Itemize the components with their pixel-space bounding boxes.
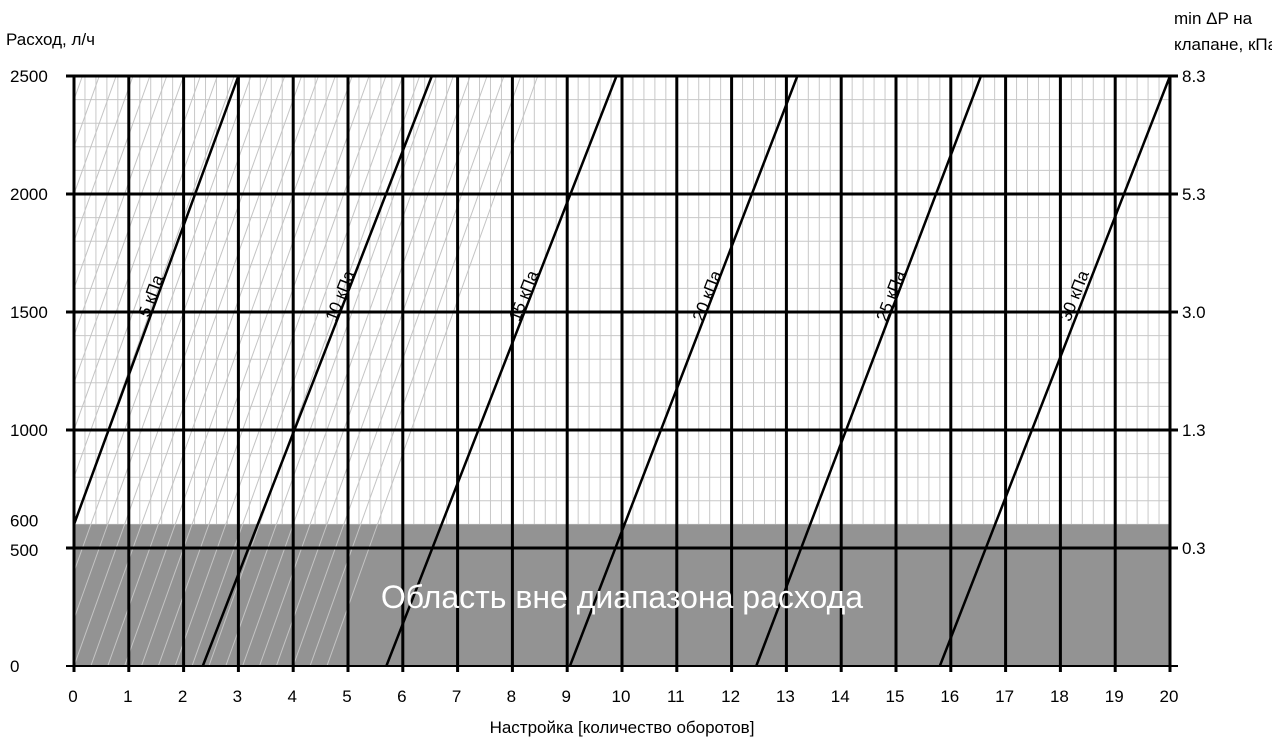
x-tick-label: 19 [1105,687,1124,706]
x-tick-label: 11 [667,687,685,706]
right-tick-label: 1.3 [1182,421,1206,440]
x-tick-label: 14 [831,687,850,706]
y-axis-title: Расход, л/ч [6,30,95,49]
guide-line [0,76,32,666]
guide-line [140,76,353,666]
right-tick-label: 3.0 [1182,303,1206,322]
guide-line [124,76,336,666]
guide-line [275,76,488,666]
right-tick-label: 5.3 [1182,185,1206,204]
x-tick-label: 16 [940,687,959,706]
guide-line [0,76,66,666]
right-axis-title-line-1: min ΔP на [1174,9,1253,28]
guide-line [74,76,168,338]
x-tick-label: 2 [178,687,187,706]
x-tick-label: 10 [612,687,631,706]
guide-line [107,76,319,666]
guide-line [309,76,522,666]
out-of-range-label: Область вне диапазона расхода [381,579,863,615]
right-axis-title-line-2: клапане, кПа [1174,35,1272,54]
x-tick-label: 17 [995,687,1014,706]
pressure-curve [568,76,799,666]
pressure-curve [938,76,1170,666]
guide-line [74,76,151,290]
guide-line [74,76,201,432]
x-tick-label: 13 [776,687,795,706]
right-tick-label: 0.3 [1182,539,1206,558]
x-tick-label: 18 [1050,687,1069,706]
guide-line [157,76,370,666]
x-tick-label: 7 [452,687,461,706]
y-tick-label: 600 [10,511,38,530]
x-tick-label: 12 [721,687,740,706]
guide-line [208,76,421,666]
guide-line [191,76,404,666]
y-tick-label: 2000 [10,185,48,204]
right-tick-label: 8.3 [1182,67,1206,86]
x-tick-label: 8 [507,687,516,706]
x-tick-label: 3 [233,687,242,706]
x-tick-label: 5 [342,687,351,706]
pressure-curve [385,76,618,666]
guide-line [74,76,185,385]
guide-line [326,76,539,666]
guide-line [292,76,505,666]
guide-line [74,76,83,102]
y-tick-label: 2500 [10,67,48,86]
x-tick-label: 20 [1160,687,1179,706]
x-tick-label: 9 [561,687,570,706]
y-tick-label: 500 [10,541,38,560]
pressure-curve [74,76,240,525]
guide-line [74,76,117,196]
guide-line [90,76,303,666]
guide-line [0,76,49,666]
pressure-curve [201,76,434,666]
guide-line [174,76,387,666]
guide-line [0,76,15,666]
y-tick-label: 0 [10,657,19,676]
guide-line [74,76,269,621]
x-tick-label: 6 [397,687,406,706]
guide-line [74,76,134,243]
pressure-curve [755,76,983,666]
y-tick-label: 1000 [10,421,48,440]
x-tick-label: 1 [123,687,132,706]
x-tick-label: 15 [886,687,905,706]
guide-line [74,76,286,666]
y-tick-label: 1500 [10,303,48,322]
x-tick-label: 0 [68,687,77,706]
x-tick-label: 4 [287,687,296,706]
x-axis-title: Настройка [количество оборотов] [490,718,755,737]
